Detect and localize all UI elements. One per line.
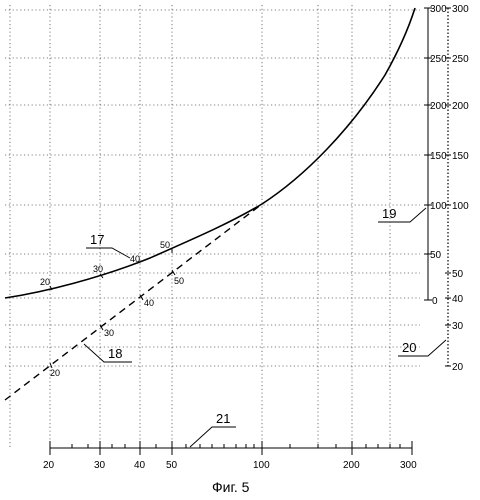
axis19-tick-50: 50 <box>430 250 442 261</box>
grid-horizontal <box>5 10 420 366</box>
svg-text:17: 17 <box>90 232 104 247</box>
axis19-tick-100: 100 <box>430 201 447 212</box>
axis20-tick-100: 100 <box>452 201 469 212</box>
axis19-tick-300: 300 <box>430 4 447 15</box>
axis19-tick-250: 250 <box>430 54 447 65</box>
dashed-label-50: 50 <box>174 276 184 286</box>
solid-curve-17 <box>5 8 415 298</box>
solid-label-40: 40 <box>130 254 140 264</box>
right-axis-20: 300 250 200 150 100 50 40 30 20 <box>445 4 469 373</box>
dashed-label-20: 20 <box>50 368 60 378</box>
axis20-tick-250: 250 <box>452 54 469 65</box>
dashed-line-18 <box>5 204 262 400</box>
axis20-tick-150: 150 <box>452 151 469 162</box>
axis19-tick-0: 0 <box>432 296 438 307</box>
grid-vertical <box>10 5 390 448</box>
bottom-tick-30: 30 <box>94 460 106 471</box>
axis20-tick-300: 300 <box>452 4 469 15</box>
svg-text:19: 19 <box>382 206 396 221</box>
bottom-tick-100: 100 <box>253 460 270 471</box>
svg-text:20: 20 <box>402 340 416 355</box>
bottom-tick-200: 200 <box>343 460 360 471</box>
axis20-tick-30: 30 <box>452 321 464 332</box>
bottom-axis: 20 30 40 50 100 200 300 <box>43 441 417 471</box>
dashed-label-30: 30 <box>104 328 114 338</box>
ref-21: 21 <box>190 411 236 447</box>
bottom-tick-40: 40 <box>134 460 146 471</box>
right-axis-19: 300 250 200 150 100 50 0 <box>424 4 447 307</box>
ref-19: 19 <box>378 206 426 222</box>
bottom-tick-300: 300 <box>400 460 417 471</box>
ref-20: 20 <box>398 340 446 356</box>
axis20-tick-200: 200 <box>452 101 469 112</box>
svg-text:21: 21 <box>216 411 230 426</box>
bottom-tick-20: 20 <box>43 460 55 471</box>
bottom-tick-50: 50 <box>166 460 178 471</box>
solid-label-30: 30 <box>93 264 103 274</box>
solid-label-20: 20 <box>40 277 50 287</box>
axis20-tick-20: 20 <box>452 362 464 373</box>
axis19-tick-200: 200 <box>430 101 447 112</box>
solid-label-50: 50 <box>160 240 170 250</box>
axis20-tick-50: 50 <box>452 269 464 280</box>
ref-18: 18 <box>84 344 132 362</box>
dashed-label-40: 40 <box>144 298 154 308</box>
figure-caption: Фиг. 5 <box>212 479 250 495</box>
solid-curve-labels: 20 30 40 50 <box>40 240 172 290</box>
axis19-tick-150: 150 <box>430 151 447 162</box>
svg-text:18: 18 <box>108 346 122 361</box>
axis20-tick-40: 40 <box>452 294 464 305</box>
